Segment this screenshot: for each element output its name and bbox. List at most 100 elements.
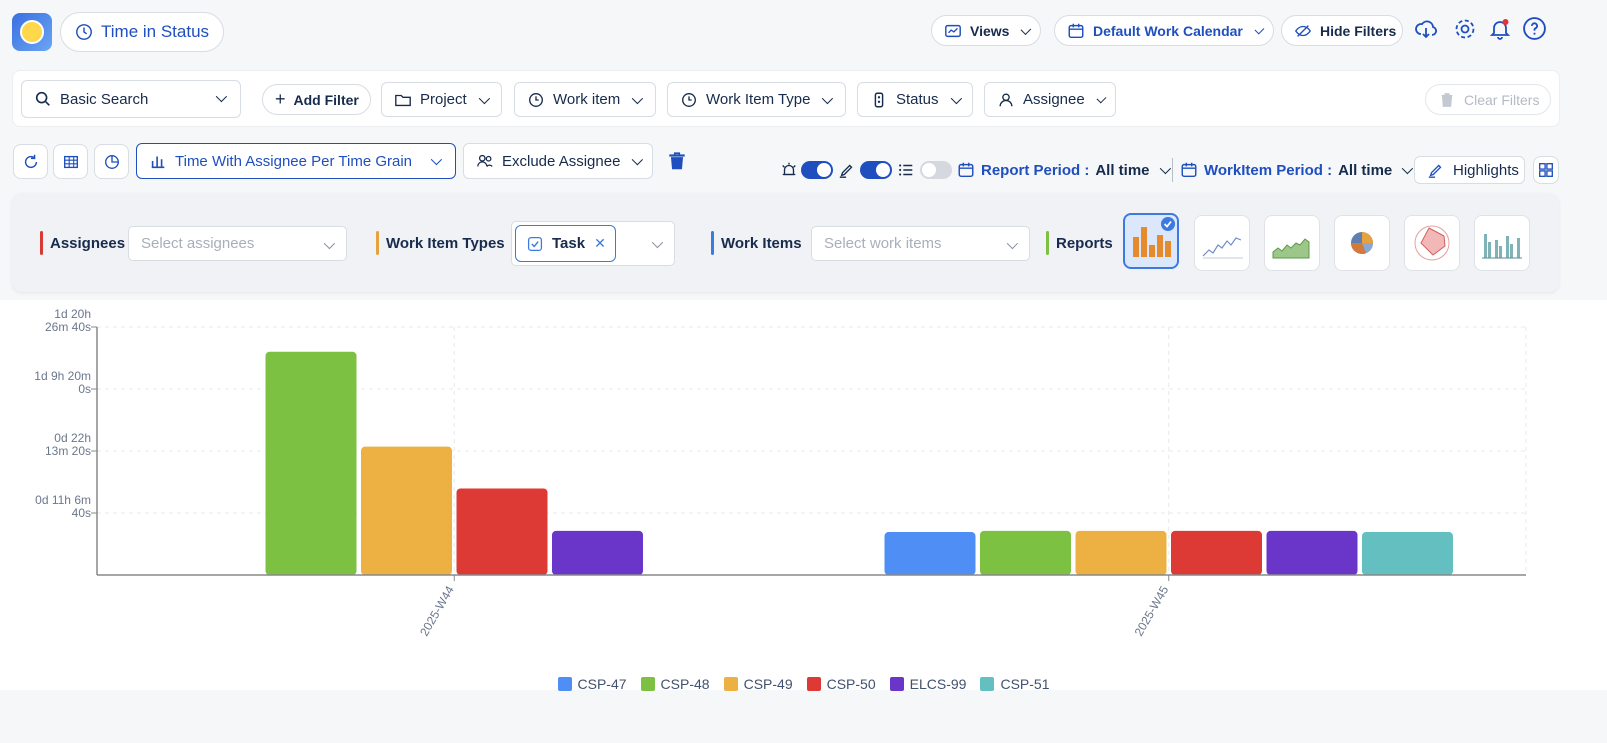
legend-swatch: [723, 677, 738, 691]
y-tick-label: 13m 20s: [45, 444, 91, 458]
legend-item[interactable]: CSP-49: [723, 676, 793, 692]
pie-chart-icon: [104, 154, 119, 169]
legend-item[interactable]: CSP-48: [640, 676, 710, 692]
legend-item[interactable]: CSP-51: [980, 676, 1049, 692]
grouped-bar-report-icon: [1482, 234, 1522, 259]
grid-layout-button[interactable]: [1533, 156, 1559, 184]
status-label: Status: [896, 91, 939, 108]
y-tick-label: 40s: [72, 506, 91, 520]
grid-icon: [1539, 163, 1553, 177]
report-pie-thumbnail[interactable]: [1334, 215, 1390, 271]
assignees-label: Assignees: [40, 231, 125, 255]
legend-item[interactable]: ELCS-99: [889, 676, 967, 692]
work-items-placeholder: Select work items: [824, 235, 942, 252]
work-item-type-icon: [682, 92, 696, 107]
chevron-down-icon: [1006, 237, 1019, 250]
basic-search-select[interactable]: Basic Search: [21, 80, 241, 118]
list-toggle[interactable]: [920, 161, 952, 179]
users-icon: [477, 154, 493, 167]
assignees-placeholder: Select assignees: [141, 235, 255, 252]
work-item-type-filter[interactable]: Work Item Type: [667, 82, 846, 117]
bar-elcs-99: [1266, 530, 1358, 575]
bell-icon[interactable]: [1488, 17, 1512, 41]
exclude-assignee-label: Exclude Assignee: [502, 152, 621, 170]
chevron-down-icon: [950, 92, 962, 104]
pie-report-icon: [1351, 232, 1373, 254]
hide-filters-button[interactable]: Hide Filters: [1281, 15, 1403, 46]
highlight-toggle[interactable]: [860, 161, 892, 179]
assignee-filter[interactable]: Assignee: [984, 82, 1116, 117]
report-line-thumbnail[interactable]: [1194, 215, 1250, 271]
y-tick-label: 0d 22h: [54, 431, 91, 445]
report-period-select[interactable]: Report Period : All time: [957, 158, 1171, 182]
eye-off-icon: [1295, 24, 1311, 37]
bar-csp-48: [980, 530, 1071, 575]
legend-label: ELCS-99: [909, 676, 967, 692]
legend-swatch: [980, 677, 995, 691]
reports-label: Reports: [1046, 231, 1113, 255]
bar-csp-50: [456, 488, 548, 575]
work-item-types-label: Work Item Types: [376, 231, 505, 255]
table-view-button[interactable]: [53, 144, 88, 179]
chart-view-button[interactable]: [94, 144, 129, 179]
bar-csp-51: [1362, 532, 1453, 575]
delete-icon[interactable]: [666, 150, 688, 172]
work-item-label: Work item: [553, 91, 621, 108]
project-label: Project: [420, 91, 467, 108]
status-filter[interactable]: Status: [857, 82, 973, 117]
folder-icon: [395, 94, 411, 106]
workitem-period-label: WorkItem Period :: [1204, 161, 1333, 179]
highlights-button[interactable]: Highlights: [1414, 156, 1525, 184]
report-area-thumbnail[interactable]: [1264, 215, 1320, 271]
project-filter[interactable]: Project: [381, 82, 502, 117]
workitem-period-select[interactable]: WorkItem Period : All time: [1180, 158, 1414, 182]
work-calendar-button[interactable]: Default Work Calendar: [1054, 15, 1274, 46]
alarm-toggle[interactable]: [801, 161, 833, 179]
calendar-icon: [958, 162, 974, 178]
y-tick-label: 26m 40s: [45, 320, 91, 334]
cloud-download-icon[interactable]: [1414, 17, 1438, 41]
views-button[interactable]: Views: [931, 15, 1041, 46]
legend-item[interactable]: CSP-50: [806, 676, 876, 692]
report-bar-thumbnail[interactable]: [1123, 213, 1179, 269]
work-item-filter[interactable]: Work item: [514, 82, 656, 117]
remove-chip-icon[interactable]: ✕: [594, 235, 606, 251]
add-filter-button[interactable]: + Add Filter: [262, 84, 371, 115]
assignees-select[interactable]: Select assignees: [128, 226, 347, 261]
app-logo: [12, 13, 52, 51]
views-icon: [945, 24, 961, 37]
views-label: Views: [970, 22, 1010, 39]
report-period-value: All time: [1095, 161, 1150, 179]
time-in-status-button[interactable]: Time in Status: [60, 12, 225, 52]
checkbox-icon: [527, 236, 543, 251]
trash-icon: [1441, 92, 1453, 107]
bar-csp-49: [361, 446, 452, 575]
report-period-label: Report Period :: [981, 161, 1090, 179]
clock-icon: [76, 24, 92, 40]
clear-filters-button[interactable]: Clear Filters: [1425, 84, 1551, 115]
task-chip[interactable]: Task ✕: [515, 225, 616, 262]
gear-icon[interactable]: [1453, 17, 1477, 41]
legend-label: CSP-51: [1000, 676, 1050, 692]
work-items-select[interactable]: Select work items: [811, 226, 1030, 261]
task-chip-label: Task: [552, 235, 586, 252]
help-icon[interactable]: [1522, 16, 1547, 41]
chevron-down-icon: [822, 92, 834, 104]
chevron-down-icon: [651, 236, 664, 249]
radar-report-icon: [1414, 225, 1450, 261]
search-icon: [35, 91, 50, 106]
report-type-select[interactable]: Time With Assignee Per Time Grain: [136, 143, 456, 179]
chevron-down-icon: [215, 90, 228, 103]
exclude-assignee-select[interactable]: Exclude Assignee: [463, 143, 653, 179]
status-icon: [874, 92, 884, 107]
legend-swatch: [889, 677, 904, 691]
bar-elcs-99: [552, 530, 643, 575]
divider: [1172, 158, 1173, 182]
legend-item[interactable]: CSP-47: [557, 676, 627, 692]
report-grouped-thumbnail[interactable]: [1474, 215, 1530, 271]
legend-swatch: [806, 677, 821, 691]
report-radar-thumbnail[interactable]: [1404, 215, 1460, 271]
chevron-down-icon: [632, 154, 644, 166]
chevron-down-icon: [478, 92, 490, 104]
refresh-button[interactable]: [13, 144, 48, 179]
